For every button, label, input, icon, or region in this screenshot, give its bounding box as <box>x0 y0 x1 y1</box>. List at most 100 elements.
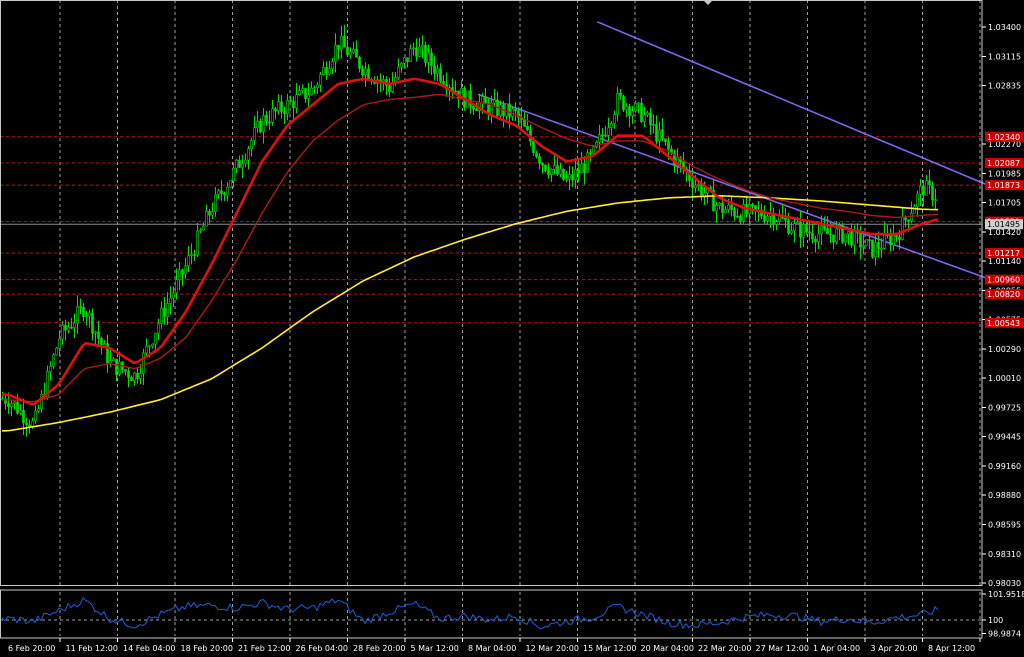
candle-body <box>427 52 430 63</box>
candle-body <box>733 209 736 217</box>
candle-body <box>802 224 805 238</box>
candle-body <box>598 134 601 143</box>
candle-body <box>475 108 478 111</box>
candle-body <box>892 235 895 246</box>
candle-body <box>601 134 604 137</box>
candle-body <box>67 326 70 331</box>
x-tick-label: 1 Apr 04:00 <box>813 644 860 653</box>
candle-body <box>55 347 58 356</box>
candle-body <box>115 358 118 375</box>
candle-body <box>736 215 739 218</box>
candle-body <box>925 180 928 196</box>
candle-body <box>436 68 439 74</box>
candle-body <box>517 110 520 118</box>
candle-body <box>16 401 19 414</box>
candle-body <box>4 398 7 404</box>
candle-body <box>883 233 886 249</box>
candle-body <box>298 90 301 95</box>
candle-body <box>73 323 76 328</box>
candle-body <box>295 94 298 109</box>
candle-body <box>346 46 349 56</box>
candle-body <box>322 67 325 75</box>
candle-body <box>442 81 445 85</box>
candle-body <box>865 239 868 247</box>
candle-body <box>397 66 400 78</box>
candle-body <box>703 192 706 197</box>
candle-body <box>787 219 790 234</box>
candle-body <box>139 373 142 379</box>
x-tick-label: 6 Feb 20:00 <box>8 644 55 653</box>
candle-body <box>622 95 625 111</box>
candle-body <box>19 409 22 414</box>
candle-body <box>544 164 547 171</box>
candle-body <box>310 87 313 96</box>
candle-body <box>610 123 613 129</box>
y-tick-label: 0.99445 <box>988 432 1021 441</box>
candle-body <box>160 307 163 324</box>
osc-tick-label: 98.9874 <box>988 630 1021 639</box>
candle-body <box>163 307 166 317</box>
candle-body <box>142 352 145 374</box>
candle-body <box>94 331 97 334</box>
candle-body <box>472 105 475 110</box>
candle-body <box>232 167 235 181</box>
candle-body <box>52 354 55 367</box>
price-level-tag <box>985 248 1023 259</box>
candle-body <box>175 279 178 294</box>
candle-body <box>235 159 238 169</box>
candle-body <box>751 203 754 206</box>
candle-body <box>127 370 130 378</box>
candle-body <box>301 88 304 92</box>
candle-body <box>934 199 937 201</box>
candle-body <box>763 215 766 222</box>
candle-body <box>565 178 568 181</box>
candle-body <box>412 47 415 50</box>
y-tick-label: 0.99725 <box>988 404 1021 413</box>
candle-body <box>259 120 262 132</box>
channel-line <box>596 21 994 189</box>
candle-body <box>37 408 40 412</box>
candle-body <box>493 99 496 104</box>
candle-body <box>850 231 853 246</box>
candle-body <box>196 230 199 256</box>
candle-body <box>835 228 838 243</box>
candle-body <box>700 184 703 197</box>
candle-body <box>136 372 139 379</box>
price-level-tag <box>985 157 1023 168</box>
candle-body <box>643 114 646 123</box>
candle-body <box>49 365 52 372</box>
candle-body <box>256 120 259 128</box>
candle-body <box>169 297 172 304</box>
candle-body <box>508 103 511 117</box>
candle-body <box>607 127 610 136</box>
candle-body <box>649 112 652 126</box>
candle-body <box>280 101 283 112</box>
candle-body <box>871 239 874 258</box>
candle-body <box>31 420 34 428</box>
candle-body <box>739 216 742 222</box>
candle-body <box>613 114 616 124</box>
candle-body <box>151 343 154 347</box>
candle-body <box>7 403 10 407</box>
candle-body <box>907 219 910 222</box>
candle-body <box>202 225 205 231</box>
candle-body <box>556 165 559 175</box>
candle-body <box>775 221 778 225</box>
y-tick-label: 1.01420 <box>988 228 1021 237</box>
price-level-tag <box>985 131 1023 142</box>
candle-body <box>574 168 577 181</box>
candle-body <box>454 90 457 93</box>
y-tick-label: 1.02835 <box>988 81 1021 90</box>
candle-body <box>562 168 565 180</box>
candle-body <box>217 190 220 195</box>
candle-body <box>853 229 856 246</box>
price-level-label: 1.01217 <box>987 249 1020 258</box>
candle-body <box>10 403 13 407</box>
candle-body <box>91 312 94 334</box>
price-level-label: 1.01873 <box>987 181 1020 190</box>
candle-body <box>223 193 226 196</box>
candle-body <box>928 180 931 186</box>
candle-body <box>793 223 796 232</box>
candle-body <box>424 45 427 63</box>
